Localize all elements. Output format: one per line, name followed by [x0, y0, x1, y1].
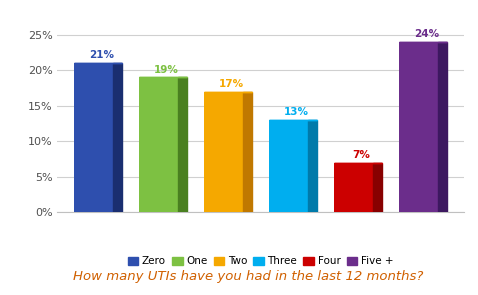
Text: 21%: 21% — [89, 50, 114, 60]
Text: 24%: 24% — [414, 29, 439, 39]
Bar — [334, 163, 373, 212]
Text: 13%: 13% — [284, 107, 309, 117]
Text: How many UTIs have you had in the last 12 months?: How many UTIs have you had in the last 1… — [73, 270, 424, 283]
Legend: Zero, One, Two, Three, Four, Five +: Zero, One, Two, Three, Four, Five + — [124, 252, 397, 271]
Polygon shape — [178, 78, 187, 212]
Polygon shape — [373, 163, 382, 212]
Bar — [74, 63, 113, 212]
Text: 17%: 17% — [219, 79, 244, 89]
Bar — [204, 92, 243, 212]
Polygon shape — [243, 92, 252, 212]
Polygon shape — [113, 63, 122, 212]
Bar — [399, 42, 438, 212]
Text: 7%: 7% — [352, 150, 370, 160]
Text: 19%: 19% — [154, 65, 179, 75]
Bar — [139, 78, 178, 212]
Polygon shape — [438, 42, 447, 212]
Bar — [269, 120, 308, 212]
Polygon shape — [308, 120, 317, 212]
